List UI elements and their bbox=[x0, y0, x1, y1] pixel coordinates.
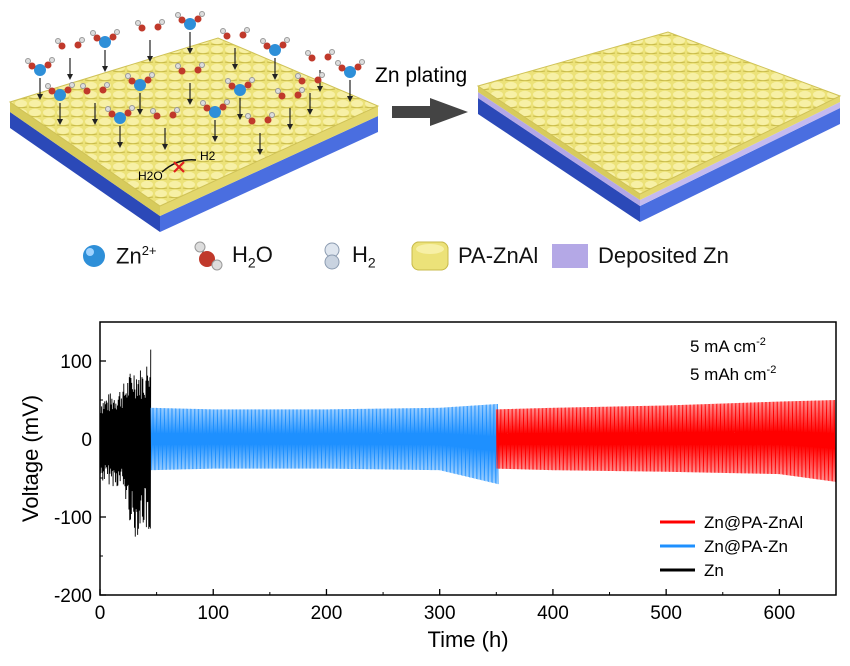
molecule bbox=[45, 82, 75, 125]
arrow-icon bbox=[392, 98, 468, 126]
legend-label: Deposited Zn bbox=[598, 243, 729, 268]
voltage-chart: 0 100 200 300 400 500 600 -200 -100 0 100 Time (h)… bbox=[18, 321, 837, 652]
current-density-annotation: 5 mA cm-2 bbox=[690, 336, 766, 356]
legend-pa-znal: PA-ZnAl bbox=[410, 236, 538, 276]
y-tick-label: -200 bbox=[54, 586, 92, 607]
x-tick-label: 200 bbox=[311, 603, 343, 624]
legend-entry: Zn@PA-ZnAl bbox=[660, 513, 803, 532]
x-tick-label: 500 bbox=[650, 603, 682, 624]
legend-water: H2O bbox=[190, 236, 273, 276]
series-line bbox=[495, 400, 836, 482]
series-line bbox=[99, 349, 152, 537]
molecule bbox=[105, 105, 135, 148]
x-tick-label: 0 bbox=[95, 603, 106, 624]
molecule bbox=[80, 82, 110, 125]
capacity-annotation: 5 mAh cm-2 bbox=[690, 364, 776, 384]
reaction-note: H2O H2 bbox=[138, 149, 216, 183]
legend-label: Zn@PA-Zn bbox=[704, 537, 788, 556]
chart-legend: Zn@PA-ZnAl Zn@PA-Zn Zn bbox=[660, 513, 803, 580]
plating-arrow: Zn plating bbox=[375, 64, 468, 126]
x-tick-label: 100 bbox=[197, 603, 229, 624]
legend-zn-ion: Zn2+ bbox=[80, 236, 157, 276]
hydrogen-molecule-icon bbox=[324, 242, 340, 270]
legend-label: H2 bbox=[352, 241, 376, 271]
water-molecule-icon bbox=[194, 241, 223, 271]
legend-label: Zn2+ bbox=[116, 242, 157, 269]
legend-label: H2O bbox=[232, 241, 273, 271]
zn-ion-icon bbox=[83, 245, 105, 267]
y-tick-label: 100 bbox=[60, 352, 92, 373]
molecule bbox=[25, 57, 55, 100]
legend-entry: Zn bbox=[660, 561, 724, 580]
molecules bbox=[25, 11, 365, 155]
molecule bbox=[150, 107, 180, 150]
deposited-zn-icon bbox=[552, 244, 588, 268]
legend-label: Zn bbox=[704, 561, 724, 580]
x-tick-label: 600 bbox=[764, 603, 796, 624]
x-axis-label: Time (h) bbox=[427, 627, 508, 652]
molecule bbox=[225, 77, 255, 120]
molecule bbox=[135, 19, 165, 62]
x-tick-label: 300 bbox=[424, 603, 456, 624]
molecule bbox=[175, 62, 205, 105]
molecule bbox=[220, 27, 250, 70]
y-tick-label: -100 bbox=[54, 508, 92, 529]
series-zn-pa-znal bbox=[495, 400, 836, 482]
legend-label: Zn@PA-ZnAl bbox=[704, 513, 803, 532]
molecule bbox=[295, 72, 325, 115]
molecule bbox=[90, 29, 120, 72]
plating-schematic: H2O H2 Zn plating bbox=[8, 11, 842, 232]
right-electrode bbox=[476, 31, 842, 222]
legend-hydrogen: H2 bbox=[320, 236, 376, 276]
y-tick-label: 0 bbox=[81, 430, 92, 451]
molecule bbox=[200, 99, 230, 142]
h2-label: H2 bbox=[200, 149, 216, 163]
h2o-label: H2O bbox=[138, 169, 163, 183]
schematic-legend: Zn2+ H2O H2 PA-ZnAl Deposited Zn bbox=[80, 236, 800, 276]
legend-entry: Zn@PA-Zn bbox=[660, 537, 788, 556]
legend-label: PA-ZnAl bbox=[458, 243, 539, 268]
x-tick-label: 400 bbox=[537, 603, 569, 624]
molecule bbox=[175, 11, 205, 54]
molecule bbox=[55, 37, 85, 80]
arrow-label: Zn plating bbox=[375, 64, 467, 87]
molecule bbox=[275, 87, 305, 130]
axis-ticks: 0 100 200 300 400 500 600 -200 -100 0 100 bbox=[54, 352, 795, 624]
y-axis-label: Voltage (mV) bbox=[18, 395, 43, 522]
series-layer bbox=[99, 349, 836, 537]
legend-deposited-zn: Deposited Zn bbox=[550, 236, 729, 276]
left-electrode bbox=[8, 37, 380, 232]
pa-znal-layer-icon bbox=[411, 241, 449, 271]
series-zn bbox=[99, 349, 152, 537]
molecule bbox=[245, 112, 275, 155]
plot-frame bbox=[99, 321, 837, 596]
molecule bbox=[335, 59, 365, 102]
molecule bbox=[260, 37, 290, 80]
series-zn-pa-zn bbox=[150, 403, 499, 485]
blocked-x-icon bbox=[173, 161, 185, 173]
molecule bbox=[125, 72, 155, 115]
series-line bbox=[150, 403, 499, 485]
